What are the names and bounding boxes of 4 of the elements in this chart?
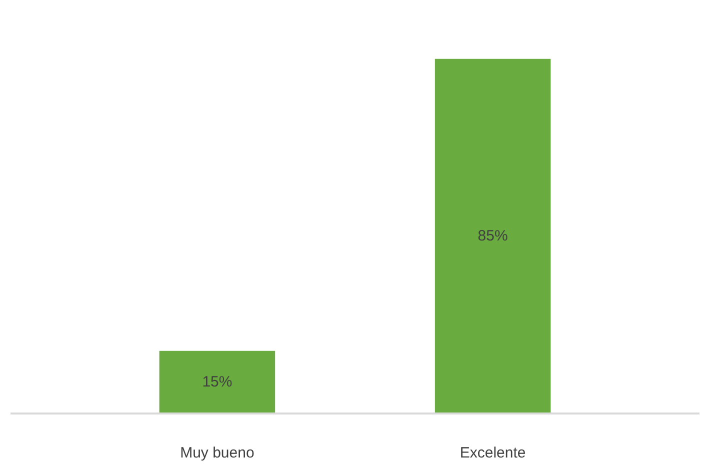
x-tick-label: Excelente [460, 444, 526, 462]
data-label: 15% [202, 374, 232, 391]
x-tick-label: Muy bueno [180, 444, 254, 462]
data-label: 85% [478, 228, 508, 245]
